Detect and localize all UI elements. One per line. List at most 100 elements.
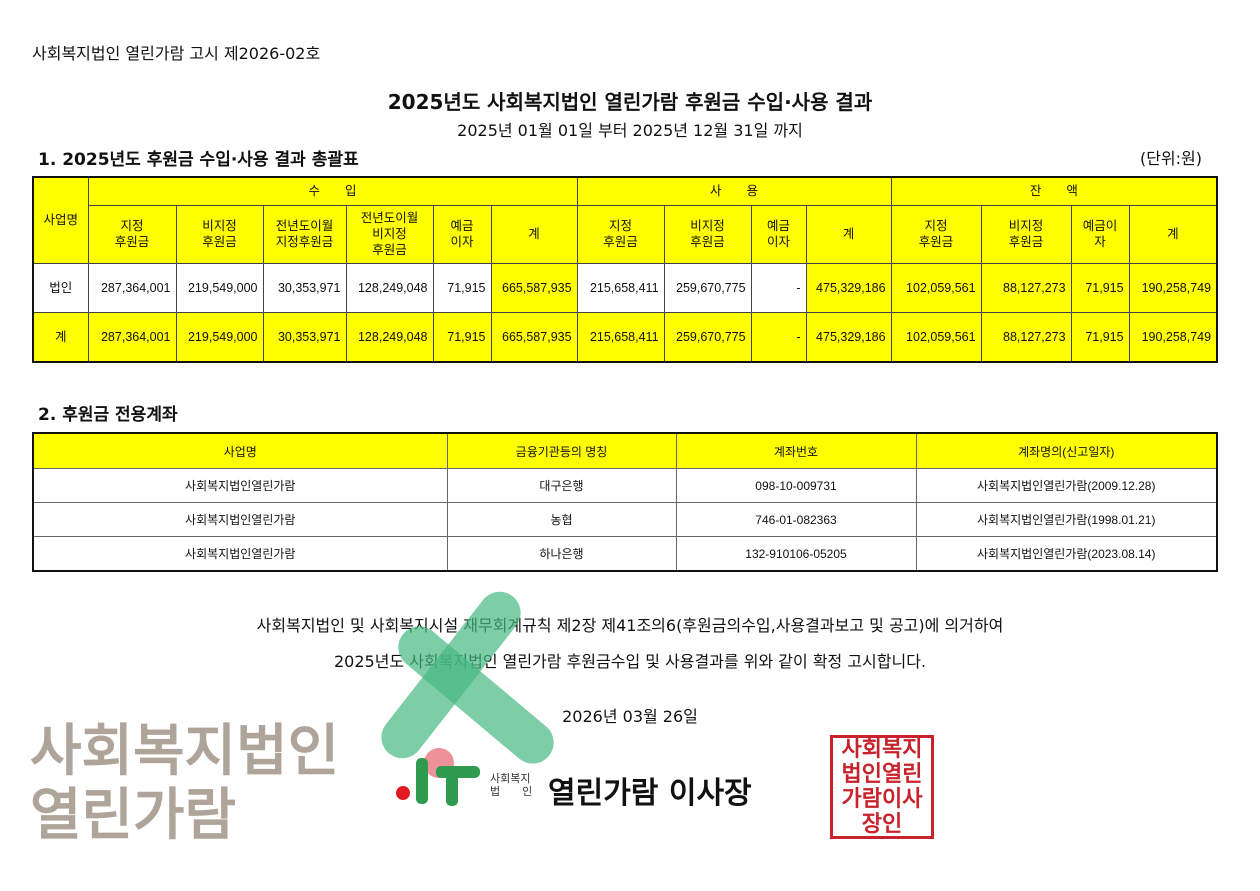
column-header: 계 [805,204,892,264]
table-cell: 사회복지법인열린가람 [32,536,448,572]
amount-cell: 71,915 [1070,311,1130,363]
table-cell: 사회복지법인열린가람 [32,502,448,537]
header-line: 후원금 [372,243,407,257]
column-header: 계좌번호 [675,432,917,469]
header-line: 예금 [767,219,791,233]
amount-cell: 287,364,001 [87,262,177,313]
logo-bar-icon [436,766,480,778]
group-balance: 잔 액 [890,176,1218,206]
header-line: 전년도이월 [360,211,419,225]
column-header: 지정 후원금 [87,204,177,264]
amount-cell: 71,915 [432,262,492,313]
column-header: 비지정 후원금 [175,204,264,264]
row-name: 법인 [32,262,89,313]
amount-cell: 88,127,273 [980,311,1072,363]
amount-cell: 128,249,048 [345,311,434,363]
header-row: 사업명 금융기관등의 명칭 계좌번호 계좌명의(신고일자) [32,432,1218,469]
header-line: 비지정 [372,227,407,241]
amount-cell: 665,587,935 [490,311,578,363]
signature-name: 열린가람 이사장 [548,776,752,811]
header-line: 비지정 [1008,219,1044,233]
logo-bar-icon [446,766,458,806]
column-header: 비지정 후원금 [663,204,752,264]
amount-cell: 259,670,775 [663,311,752,363]
table-row: 법인 287,364,001 219,549,000 30,353,971 128,24… [32,262,1218,313]
amount-cell: 30,353,971 [262,262,347,313]
amount-cell: 219,549,000 [175,262,264,313]
unit-label: (단위:원) [1139,149,1202,168]
header-line: 지정 [609,219,633,233]
header-line: 계 [1167,227,1179,241]
amount-cell: 665,587,935 [490,262,578,313]
header-line: 지정 [924,219,948,233]
official-seal: 사회복지법인열린가람이사장인 [830,735,934,839]
notice-date: 2026년 03월 26일 [562,707,698,726]
table-cell: 농협 [446,502,677,537]
table-cell: 746-01-082363 [675,502,917,537]
period: 2025년 01월 01일 부터 2025년 12월 31일 까지 [457,121,803,140]
table-row: 계 287,364,001 219,549,000 30,353,971 128,249… [32,311,1218,363]
logo-dot-icon [396,786,410,800]
header-line: 후원금 [603,235,638,249]
amount-cell: 259,670,775 [663,262,752,313]
group-usage: 사 용 [576,176,892,206]
amount-cell: 190,258,749 [1128,262,1218,313]
table-cell: 사회복지법인열린가람(2009.12.28) [915,468,1218,503]
page-title: 2025년도 사회복지법인 열린가람 후원금 수입·사용 결과 [387,90,873,114]
header-line: 전년도이월 [275,219,334,233]
header-line: 계 [842,227,855,241]
amount-cell: 71,915 [1070,262,1130,313]
account-table: 사업명 금융기관등의 명칭 계좌번호 계좌명의(신고일자) 사회복지법인열린가람 대구은행… [32,432,1218,572]
column-header: 계 [1128,204,1218,264]
table-cell: 사회복지법인열린가람 [32,468,448,503]
table-row: 사회복지법인열린가람 하나은행 132-910106-05205 사회복지법인열린가람… [32,536,1218,572]
amount-cell: 219,549,000 [175,311,264,363]
header-line: 자 [1094,235,1106,249]
header-line: 후원금 [918,235,954,249]
amount-cell: - [750,262,807,313]
notice-number: 사회복지법인 열린가람 고시 제2026-02호 [32,44,321,63]
seal-text: 사회복지법인열린가람이사장인 [841,737,923,837]
column-header: 금융기관등의 명칭 [446,432,677,469]
column-header: 계좌명의(신고일자) [915,432,1218,469]
signature-org-small: 사회복지 법 인 [490,772,532,798]
column-header: 계 [490,204,578,264]
amount-cell: 190,258,749 [1128,311,1218,363]
table-cell: 098-10-009731 [675,468,917,503]
table-row: 사회복지법인열린가람 농협 746-01-082363 사회복지법인열린가람(1998… [32,502,1218,537]
header-line: 이자 [767,235,791,249]
table-cell: 132-910106-05205 [675,536,917,572]
amount-cell: 30,353,971 [262,311,347,363]
header-line: 계 [528,227,540,241]
header-line: 후원금 [690,235,725,249]
table-cell: 사회복지법인열린가람(2023.08.14) [915,536,1218,572]
amount-cell: 475,329,186 [805,311,892,363]
header-line: 이자 [450,235,474,249]
org-small-1: 사회복지 [490,772,531,785]
table-cell: 하나은행 [446,536,677,572]
legal-basis-text: 사회복지법인 및 사회복지시설 재무회계규칙 제2장 제41조의6(후원금의수입… [256,616,1004,635]
amount-cell: 102,059,561 [890,311,982,363]
header-line: 비지정 [202,219,237,233]
section2-heading: 2. 후원금 전용계좌 [38,405,178,425]
header-line: 후원금 [1008,235,1044,249]
amount-cell: 287,364,001 [87,311,177,363]
amount-cell: 128,249,048 [345,262,434,313]
summary-table: 사업명 수 입 사 용 잔 액 지정 후원금 비지정 후원금 전년도이월 지정후원금 전년도… [32,176,1219,363]
header-line: 예금 [450,219,474,233]
amount-cell: 215,658,411 [576,262,665,313]
amount-cell: 102,059,561 [890,262,982,313]
table-cell: 사회복지법인열린가람(1998.01.21) [915,502,1218,537]
header-line: 지정후원금 [275,235,334,249]
confirmation-text: 2025년도 사회복지법인 열린가람 후원금수입 및 사용결과를 위와 같이 확… [333,652,927,671]
section1-heading: 1. 2025년도 후원금 수입·사용 결과 총괄표 [38,150,359,170]
amount-cell: 215,658,411 [576,311,665,363]
